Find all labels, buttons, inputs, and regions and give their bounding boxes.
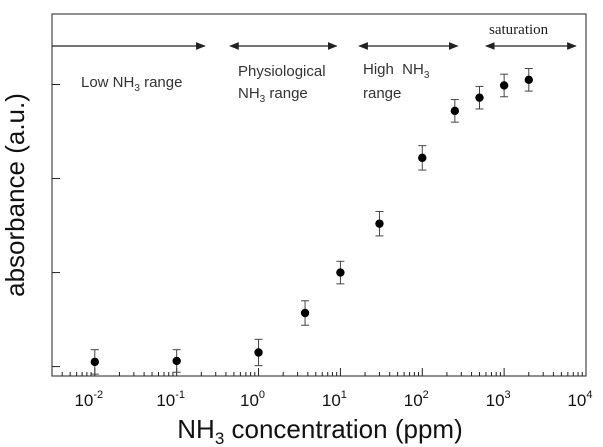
annotation-high-line1: High NH3 <box>363 61 430 81</box>
data-point <box>336 268 345 277</box>
x-axis-label: NH3 concentration (ppm) <box>177 414 462 447</box>
data-point <box>90 357 100 367</box>
y-axis-label: absorbance (a.u.) <box>0 93 30 297</box>
x-tick-label: 101 <box>322 389 347 410</box>
x-tick-label: 10-1 <box>156 389 185 410</box>
x-tick-label: 103 <box>486 389 511 410</box>
data-point <box>172 356 181 366</box>
annotation-physiological-line1: Physiological <box>238 63 326 80</box>
data-point <box>375 219 384 228</box>
x-tick-labels: 10-2 10-1 100 101 102 103 104 <box>74 389 592 410</box>
annotation-saturation: saturation <box>489 22 549 38</box>
x-tick-label: 10-2 <box>74 389 103 410</box>
x-tick-label: 100 <box>240 389 265 410</box>
x-tick-label: 102 <box>404 389 429 410</box>
data-point <box>418 153 427 163</box>
annotation-low-range: Low NH3 range <box>81 74 182 94</box>
data-point <box>524 75 533 85</box>
annotation-high-line2: range <box>363 85 401 102</box>
plot-frame <box>51 13 587 377</box>
x-minor-ticks <box>61 372 583 376</box>
annotation-physiological-line2: NH3 range <box>238 85 308 105</box>
data-point <box>475 93 484 102</box>
data-point <box>450 106 460 116</box>
error-bars <box>90 68 533 375</box>
data-point <box>300 308 310 318</box>
data-point <box>254 348 263 357</box>
y-ticks <box>52 84 60 368</box>
data-points <box>90 75 533 367</box>
x-tick-label: 104 <box>567 389 592 410</box>
data-point <box>499 81 509 90</box>
